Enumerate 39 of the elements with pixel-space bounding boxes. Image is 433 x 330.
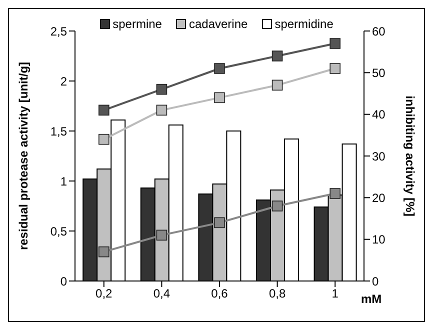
y-tick-label: 2,5	[50, 24, 68, 38]
point	[98, 104, 110, 116]
x-tick-label: 1	[332, 286, 339, 301]
point	[214, 92, 225, 104]
y-tick-label: 0,5	[50, 224, 68, 238]
y-tick-label: 1	[60, 174, 68, 188]
point	[330, 188, 340, 199]
x-tick-label: 0,6	[211, 286, 228, 301]
y-tick-label: 2	[60, 74, 68, 88]
point	[98, 246, 110, 258]
point	[272, 50, 283, 62]
y2-axis-title: inhibiting activity [%]	[402, 96, 417, 216]
point	[272, 200, 283, 212]
y2-tick-label: 40	[372, 108, 386, 122]
point	[156, 104, 168, 116]
point	[330, 63, 340, 74]
point	[156, 84, 168, 95]
y2-tick-label: 20	[372, 190, 386, 205]
y2-tick-label: 10	[372, 232, 386, 247]
point	[156, 230, 168, 241]
y2-tick-label: 60	[372, 24, 386, 38]
x-tick-label: 0,8	[268, 286, 286, 301]
x-tick-label: 0,4	[153, 286, 170, 301]
y-axis-title: residual protease activity [unit/g]	[16, 62, 30, 250]
y-tick-label: 1,5	[50, 124, 68, 138]
y2-tick-label: 0	[372, 274, 379, 288]
point	[214, 63, 225, 74]
point	[98, 134, 110, 145]
point	[214, 217, 225, 228]
y2-tick-label: 30	[372, 149, 386, 164]
x-axis-title: mM	[361, 292, 382, 306]
legend-label: cadaverine	[188, 17, 248, 31]
legend-label: spermine	[112, 17, 162, 31]
point	[330, 38, 340, 49]
x-tick-label: 0,2	[96, 286, 113, 301]
y-tick-label: 0	[60, 274, 68, 288]
point	[272, 80, 283, 91]
y2-tick-label: 50	[372, 66, 386, 80]
legend-label: spermidine	[274, 17, 334, 31]
